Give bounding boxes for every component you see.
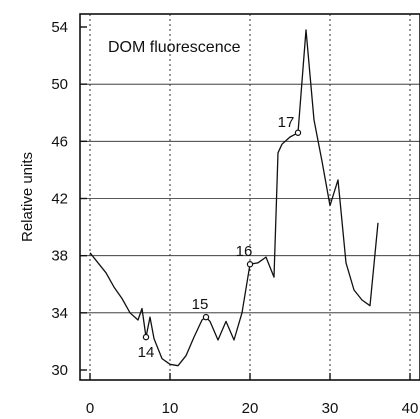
y-tick-label: 38: [51, 248, 68, 265]
labeled-point-marker: [202, 313, 210, 321]
grid-lines: [80, 14, 420, 380]
y-tick-label: 50: [51, 76, 68, 93]
y-axis: 30 34 38 42 46 50 54: [51, 19, 87, 379]
x-tick-label: 10: [162, 400, 179, 417]
y-tick-label: 30: [51, 362, 68, 379]
chart-annotation: DOM fluorescence: [108, 39, 241, 56]
x-axis: 0 10 20 30 40: [86, 373, 419, 417]
x-tick-label: 20: [242, 400, 259, 417]
y-tick-label: 34: [51, 305, 68, 322]
x-tick-label: 0: [86, 400, 94, 417]
y-tick-label: 54: [51, 19, 68, 36]
y-axis-title: Relative units: [19, 152, 36, 242]
series-line: [89, 29, 379, 367]
x-tick-label: 30: [322, 400, 339, 417]
x-tick-label: 40: [402, 400, 419, 417]
point-label: 16: [236, 243, 253, 260]
point-labels: 14 15 16 17: [138, 114, 302, 361]
y-tick-label: 46: [51, 133, 68, 150]
y-tick-label: 42: [51, 191, 68, 208]
point-label: 17: [278, 114, 295, 131]
point-label: 14: [138, 344, 155, 361]
labeled-point-marker: [246, 261, 254, 268]
point-label: 15: [192, 296, 209, 313]
labeled-point-marker: [142, 333, 150, 341]
labeled-point-marker: [294, 129, 302, 136]
series-group: [89, 29, 379, 367]
